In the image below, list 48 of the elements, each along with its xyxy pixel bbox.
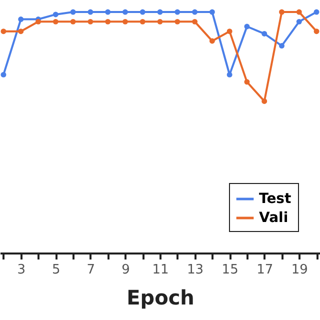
point bbox=[244, 79, 250, 85]
x-tick-label: 17 bbox=[256, 262, 274, 278]
point bbox=[279, 43, 284, 49]
point bbox=[192, 18, 198, 24]
point bbox=[314, 9, 320, 15]
point bbox=[262, 98, 268, 104]
x-axis-title: Epoch bbox=[126, 286, 194, 310]
point bbox=[88, 18, 94, 24]
point bbox=[296, 18, 302, 24]
point bbox=[36, 18, 41, 24]
point bbox=[209, 9, 215, 15]
point bbox=[70, 9, 76, 15]
point bbox=[88, 9, 94, 15]
point bbox=[105, 9, 111, 15]
legend-label: Vali bbox=[259, 210, 288, 226]
point bbox=[296, 9, 302, 15]
x-tick-label: 9 bbox=[122, 262, 130, 278]
point bbox=[105, 18, 111, 24]
x-tick-label: 11 bbox=[152, 262, 169, 278]
point bbox=[262, 31, 268, 36]
point bbox=[18, 16, 24, 22]
point bbox=[244, 24, 250, 30]
point bbox=[209, 38, 215, 44]
point bbox=[192, 9, 198, 15]
point bbox=[52, 12, 58, 18]
point bbox=[174, 18, 180, 24]
point bbox=[314, 28, 320, 34]
point bbox=[157, 18, 163, 24]
x-tick-label: 15 bbox=[222, 262, 238, 278]
x-tick-label: 3 bbox=[17, 262, 26, 278]
point bbox=[122, 9, 128, 15]
x-tick-label: 13 bbox=[187, 262, 204, 278]
point bbox=[0, 72, 6, 78]
point bbox=[226, 28, 232, 34]
x-tick-label: 19 bbox=[291, 262, 308, 278]
point bbox=[279, 9, 284, 15]
point bbox=[140, 18, 146, 24]
point bbox=[0, 28, 6, 34]
point bbox=[140, 9, 146, 15]
point bbox=[52, 18, 58, 24]
legend-label: Test bbox=[259, 191, 292, 207]
point bbox=[157, 9, 163, 15]
point bbox=[70, 18, 76, 24]
x-tick-label: 7 bbox=[86, 262, 96, 278]
point bbox=[174, 9, 180, 15]
x-tick-label: 5 bbox=[52, 262, 60, 278]
point bbox=[122, 18, 128, 24]
point bbox=[18, 28, 24, 34]
